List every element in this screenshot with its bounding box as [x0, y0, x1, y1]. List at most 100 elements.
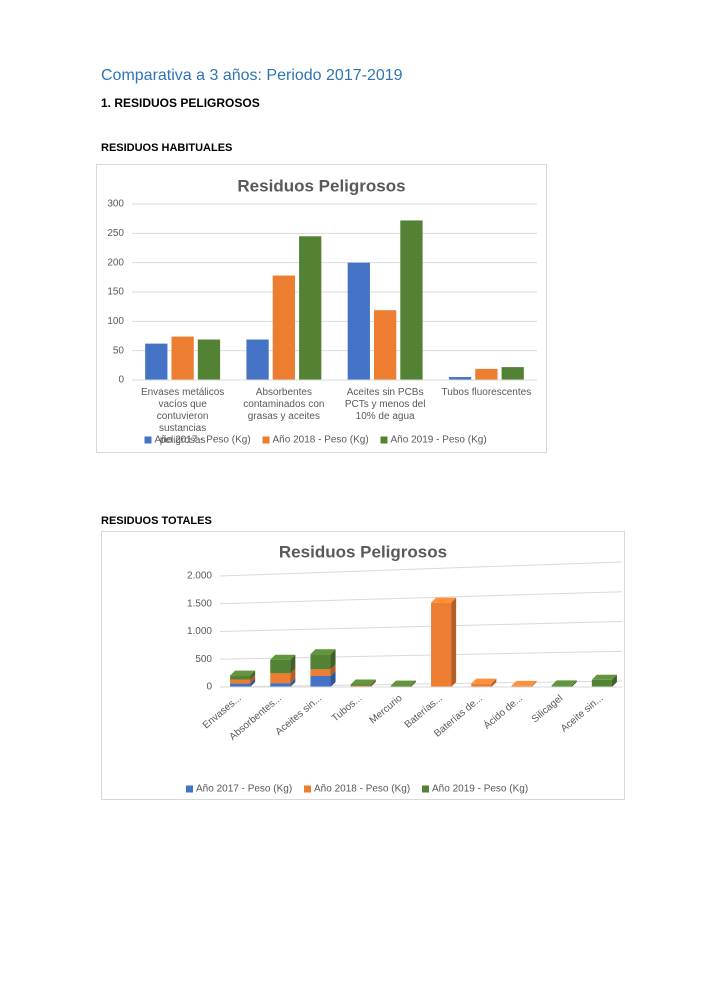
bar-top [390, 680, 416, 686]
bar-front [390, 685, 411, 687]
bar-front [431, 602, 452, 687]
chart-title: Residuos Peligrosos [237, 176, 405, 195]
bar-segment [591, 674, 617, 687]
legend-swatch [422, 785, 429, 793]
chart-title: Residuos Peligrosos [279, 542, 447, 561]
bar-side [290, 654, 296, 674]
section-title: 1. RESIDUOS PELIGROSOS [101, 96, 260, 110]
y-tick-label: 200 [107, 257, 124, 268]
bar [197, 339, 221, 380]
y-tick-label: 50 [113, 345, 125, 356]
bar-top [310, 649, 336, 655]
bar [400, 220, 423, 380]
bar-side [451, 597, 457, 687]
bar [246, 339, 269, 380]
chart-svg: Residuos Peligrosos 0 50 100 150 200 250 300 Año… [107, 176, 537, 446]
bar [501, 367, 524, 380]
bar-side [290, 668, 296, 684]
bar-side [250, 674, 256, 684]
bar-front [270, 683, 291, 687]
bar-segment [511, 680, 537, 687]
bar-front [270, 673, 291, 684]
legend-label: Año 2019 - Peso (Kg) [391, 435, 487, 446]
y-tick-label: 150 [107, 287, 124, 298]
bar-side [330, 670, 336, 687]
bar-front [551, 685, 572, 687]
bar-front [230, 675, 251, 680]
bar [347, 262, 370, 380]
bar-front [310, 669, 331, 676]
bar-segment [390, 680, 416, 687]
x-tick-label: Tubos fluorescentes [441, 387, 532, 398]
legend-swatch [380, 436, 388, 444]
bar-front [230, 683, 251, 687]
bar-top [230, 670, 256, 676]
y-tick-label: 0 [118, 375, 124, 386]
bar [373, 310, 397, 380]
subsection-title: RESIDUOS TOTALES [101, 515, 212, 527]
y-tick-label: 1.500 [187, 598, 212, 609]
bar [145, 343, 168, 380]
bar-top [551, 680, 577, 686]
bar-front [230, 679, 251, 684]
bar-segment [471, 678, 497, 687]
bar-side [250, 670, 256, 680]
legend-label: Año 2017 - Peso (Kg) [155, 435, 251, 446]
y-tick-label: 2.000 [187, 571, 212, 582]
chart: Residuos Peligrosos 0 500 1.000 1.500 2.000 En… [101, 531, 625, 800]
bar-side [290, 678, 296, 687]
legend-swatch [262, 436, 270, 444]
legend-swatch [186, 785, 193, 793]
y-tick-label: 250 [107, 228, 124, 239]
bar-front [591, 679, 612, 687]
bar-front [270, 659, 291, 674]
legend-swatch [304, 785, 311, 793]
y-tick-label: 300 [107, 199, 124, 210]
x-tick-label: Envases metálicos vacíos que contuvieron… [140, 387, 225, 446]
grid-line [219, 591, 623, 605]
bar-top [270, 654, 296, 660]
bar-segment [270, 654, 296, 674]
bar-front [511, 685, 532, 687]
legend-swatch [144, 436, 152, 444]
grid-line [219, 561, 623, 577]
bar-top [471, 678, 497, 684]
bar-segment [431, 597, 457, 687]
chart-svg: Residuos Peligrosos05001.0001.5002.000En… [186, 542, 623, 795]
bar-top [591, 674, 617, 680]
bar-front [471, 683, 492, 687]
bar-segment [350, 679, 376, 686]
bar-side [410, 680, 416, 687]
bar-side [370, 680, 376, 687]
y-tick-label: 100 [107, 316, 124, 327]
legend-label: Año 2018 - Peso (Kg) [314, 784, 410, 795]
y-tick-label: 1.000 [187, 626, 212, 637]
x-tick-label: Aceites sin PCBs PCTs y menos del 10% de… [344, 387, 426, 422]
bar-side [370, 679, 376, 686]
bar-side [571, 680, 577, 687]
bar-side [250, 678, 256, 687]
bar [272, 275, 296, 380]
x-tick-label: Mercurio [368, 693, 405, 727]
y-tick-label: 500 [195, 654, 212, 665]
y-tick-label: 0 [206, 682, 212, 693]
bar-front [350, 684, 371, 686]
x-tick-label: Aceite sin... [559, 693, 606, 735]
x-tick-label: Silicagel [530, 693, 566, 725]
x-tick-label: Absorbentes contaminados con grasas y ac… [243, 387, 325, 422]
bar [475, 368, 498, 380]
bar-side [611, 674, 617, 687]
bar-top [431, 597, 457, 603]
grid-line [219, 621, 623, 632]
bar-front [310, 654, 331, 670]
bar-segment [551, 680, 577, 687]
bar [448, 377, 472, 380]
doc-title: Comparativa a 3 años: Periodo 2017-2019 [101, 67, 403, 84]
bar-side [531, 680, 537, 687]
bar-front [350, 685, 371, 687]
bar-segment [310, 649, 336, 670]
bar-side [330, 664, 336, 676]
x-tick-label: Tubos... [330, 693, 364, 724]
legend-label: Año 2017 - Peso (Kg) [196, 784, 292, 795]
